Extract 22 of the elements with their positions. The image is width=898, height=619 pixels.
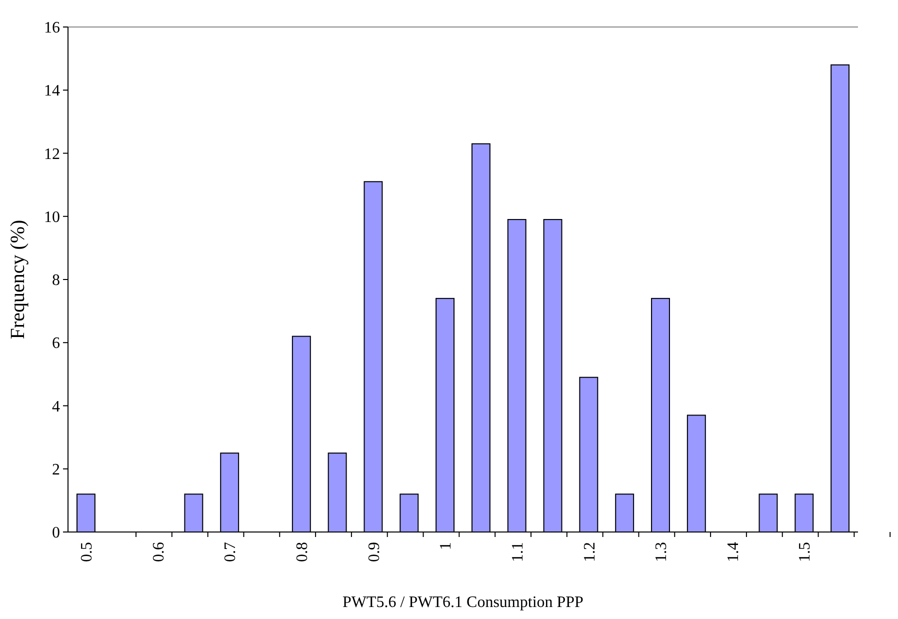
x-tick-label: 1.3 [653, 542, 670, 562]
y-tick-label: 16 [44, 20, 60, 37]
y-tick-label: 6 [52, 335, 60, 352]
y-tick-label: 12 [44, 146, 60, 163]
y-tick-label: 0 [52, 524, 60, 542]
x-tick-label: 0.6 [150, 542, 168, 562]
y-tick-label: 2 [52, 461, 60, 478]
y-axis-title: Frequency (%) [7, 220, 29, 340]
x-tick-label: 0.9 [366, 542, 383, 562]
x-tick-label: 0.5 [78, 542, 96, 562]
y-tick-label: 10 [44, 208, 60, 226]
x-axis-title: PWT5.6 / PWT6.1 Consumption PPP [342, 594, 584, 611]
x-tick-label: 1.2 [581, 542, 598, 562]
x-tick-label: 0.8 [294, 542, 312, 562]
y-tick-label: 4 [52, 398, 60, 416]
x-tick-label: 1.4 [724, 542, 742, 562]
y-tick-label: 8 [52, 272, 60, 290]
x-tick-label: 1 [438, 542, 455, 550]
x-tick-label: 1.5 [796, 542, 814, 562]
x-tick-label: 0.7 [222, 542, 240, 562]
x-tick-label: 1.1 [509, 542, 526, 562]
y-tick-label: 14 [44, 82, 60, 100]
